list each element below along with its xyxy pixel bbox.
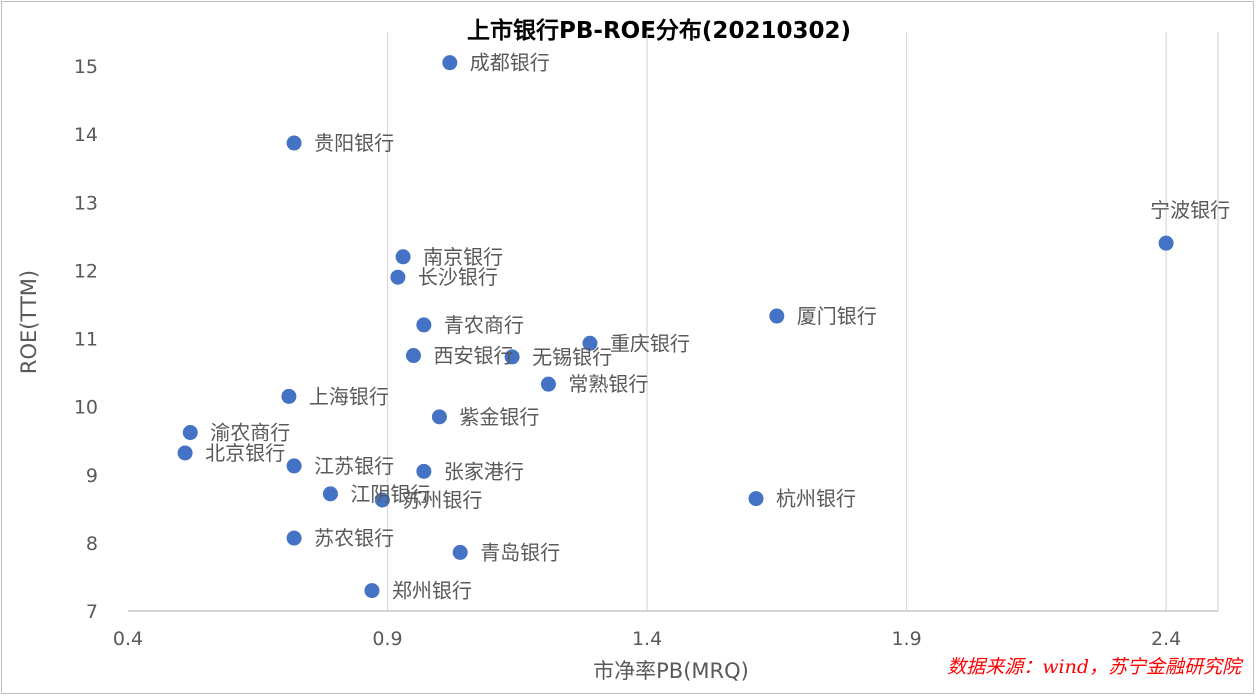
data-point-label: 长沙银行	[418, 265, 498, 289]
data-point-label: 郑州银行	[392, 579, 472, 603]
data-point	[431, 409, 447, 425]
source-note: 数据来源：wind，苏宁金融研究院	[947, 656, 1244, 678]
data-point-label: 青农商行	[444, 313, 524, 337]
data-point	[416, 317, 432, 333]
y-tick-label: 11	[74, 329, 98, 351]
y-tick-label: 15	[74, 56, 98, 78]
data-point-label: 上海银行	[309, 384, 389, 408]
data-point-label: 江苏银行	[314, 454, 394, 478]
data-point-label: 苏农银行	[314, 526, 394, 550]
data-point	[281, 388, 297, 404]
data-point	[405, 348, 421, 364]
data-point-label: 重庆银行	[610, 331, 690, 355]
y-tick-label: 9	[86, 465, 98, 487]
data-point-label: 青岛银行	[480, 540, 560, 564]
data-point	[504, 349, 520, 365]
y-axis-title: ROE(TTM)	[17, 270, 41, 374]
x-tick-labels: 0.4 0.9 1.4 1.9 2.4	[113, 628, 1181, 650]
data-point-label: 贵阳银行	[314, 131, 394, 155]
y-tick-label: 10	[74, 397, 98, 419]
x-tick-label: 0.4	[113, 628, 143, 650]
data-point	[442, 55, 458, 71]
data-point-label: 厦门银行	[797, 304, 877, 328]
data-point	[748, 491, 764, 507]
y-tick-label: 8	[86, 533, 98, 555]
data-point	[286, 458, 302, 474]
data-point	[286, 530, 302, 546]
data-point-label: 成都银行	[470, 51, 550, 75]
data-point	[395, 249, 411, 265]
chart-title: 上市银行PB-ROE分布(20210302)	[467, 17, 851, 44]
x-tick-label: 1.9	[891, 628, 921, 650]
x-axis-title: 市净率PB(MRQ)	[593, 659, 749, 683]
x-tick-label: 0.9	[372, 628, 402, 650]
data-points	[177, 55, 1174, 599]
data-point-label: 苏州银行	[402, 488, 482, 512]
y-tick-label: 13	[74, 192, 98, 214]
data-point	[390, 269, 406, 285]
y-tick-labels: 7 8 9 10 11 12 13 14 15	[74, 56, 98, 623]
data-point-label: 无锡银行	[532, 345, 612, 369]
data-point	[416, 463, 432, 479]
data-point-label: 张家港行	[444, 459, 524, 483]
y-tick-label: 7	[86, 601, 98, 623]
data-point-label: 北京银行	[205, 441, 285, 465]
data-point-label: 南京银行	[423, 245, 503, 269]
data-point-label: 渝农商行	[210, 421, 290, 445]
data-point-label: 紫金银行	[459, 405, 539, 429]
grid-lines	[386, 32, 1219, 611]
y-tick-label: 12	[74, 260, 98, 282]
x-tick-label: 2.4	[1151, 628, 1181, 650]
data-point	[374, 492, 390, 508]
data-point-label: 江阴银行	[350, 482, 430, 506]
data-point	[1158, 235, 1174, 251]
data-point	[540, 376, 556, 392]
y-tick-label: 14	[74, 124, 98, 146]
data-point	[286, 135, 302, 151]
data-point-label: 常熟银行	[568, 372, 648, 396]
data-point	[182, 425, 198, 441]
data-point-label: 西安银行	[433, 344, 513, 368]
data-point-label: 杭州银行	[776, 487, 856, 511]
data-point	[364, 583, 380, 599]
data-point	[452, 544, 468, 560]
data-point	[322, 486, 338, 502]
data-point	[769, 308, 785, 324]
x-tick-label: 1.4	[632, 628, 662, 650]
data-point	[582, 335, 598, 351]
data-point	[177, 445, 193, 461]
data-point-label: 宁波银行	[1150, 198, 1230, 222]
